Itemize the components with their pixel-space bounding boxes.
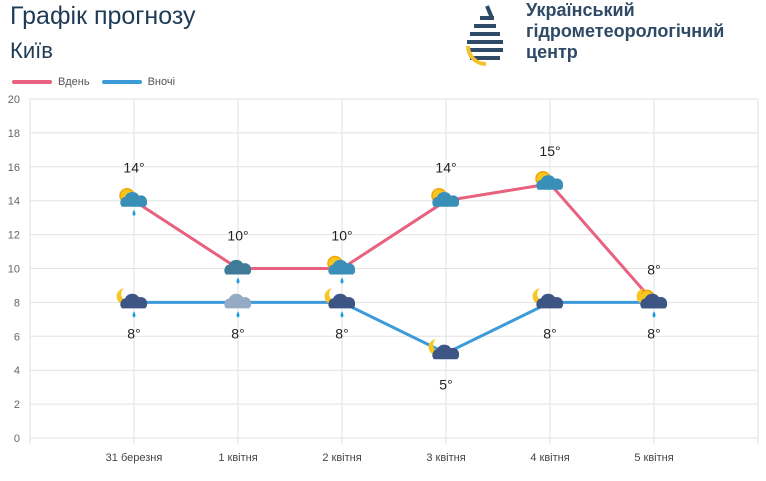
x-tick-label: 5 квітня xyxy=(634,452,673,464)
data-label: 8° xyxy=(647,325,660,341)
moon-shape xyxy=(116,288,132,305)
cloud-shape xyxy=(120,192,148,207)
cloud-shape xyxy=(224,293,252,309)
org-line: центр xyxy=(526,42,578,62)
cloud-shape xyxy=(536,175,564,190)
y-tick-label: 16 xyxy=(8,162,20,174)
x-tick-label: 4 квітня xyxy=(530,452,569,464)
cloud-shape xyxy=(328,259,356,275)
y-tick-label: 10 xyxy=(8,264,20,276)
data-label: 10° xyxy=(331,228,352,244)
raindrop-shape xyxy=(236,311,240,318)
y-tick-label: 8 xyxy=(14,297,20,309)
cloud-shape xyxy=(120,293,148,309)
raindrop-shape xyxy=(340,277,344,284)
x-tick-label: 3 квітня xyxy=(426,452,465,464)
moon-shape xyxy=(324,288,340,305)
x-tick-label: 2 квітня xyxy=(322,452,361,464)
cloud-rain-icon xyxy=(224,293,252,318)
page-title: Графік прогнозу xyxy=(10,2,196,30)
org-name: Український гідрометеорологічний центр xyxy=(526,0,724,63)
sun-cloud-rain-icon xyxy=(119,187,148,216)
legend: Вдень Вночі xyxy=(12,76,175,88)
org-line: гідрометеорологічний xyxy=(526,21,725,41)
moon-cloud-rain-icon xyxy=(636,288,668,318)
data-label: 8° xyxy=(335,325,348,341)
data-label: 10° xyxy=(227,228,248,244)
y-tick-label: 12 xyxy=(8,230,20,242)
y-tick-label: 6 xyxy=(14,331,20,343)
moon-shape xyxy=(636,288,652,305)
sun-cloud-rain-icon xyxy=(327,255,356,284)
data-label: 8° xyxy=(543,325,556,341)
moon-cloud-icon xyxy=(428,339,460,360)
y-tick-label: 18 xyxy=(8,128,20,140)
cloud-shape xyxy=(432,344,460,360)
cloud-shape xyxy=(536,293,564,309)
moon-shape xyxy=(532,288,548,305)
moon-cloud-rain-icon xyxy=(324,288,356,318)
cloud-shape xyxy=(640,293,668,309)
sun-cloud-icon xyxy=(535,171,564,190)
cloud-shape xyxy=(224,259,252,275)
data-label: 8° xyxy=(647,261,660,277)
moon-cloud-rain-icon xyxy=(116,288,148,318)
y-tick-label: 0 xyxy=(14,433,20,445)
data-label: 15° xyxy=(539,143,560,159)
cloud-rain-icon xyxy=(224,259,252,284)
raindrop-shape xyxy=(340,311,344,318)
y-tick-label: 20 xyxy=(8,94,20,106)
y-tick-label: 14 xyxy=(8,196,20,208)
legend-night-swatch[interactable] xyxy=(101,80,142,84)
data-label: 8° xyxy=(127,325,140,341)
data-label: 5° xyxy=(439,376,452,392)
raindrop-shape xyxy=(236,277,240,284)
cloud-shape xyxy=(432,192,460,207)
x-tick-label: 1 квітня xyxy=(218,452,257,464)
cloud-shape xyxy=(328,293,356,309)
y-tick-label: 2 xyxy=(14,399,20,411)
logo-icon xyxy=(466,5,503,66)
org-line: Український xyxy=(526,0,635,20)
y-tick-label: 4 xyxy=(14,365,20,377)
x-tick-label: 31 березня xyxy=(106,452,163,464)
sun-cloud-icon xyxy=(431,187,460,207)
data-label: 14° xyxy=(435,160,456,176)
data-label: 14° xyxy=(123,160,144,176)
series-line-night xyxy=(134,300,654,355)
legend-night-label[interactable]: Вночі xyxy=(147,76,176,88)
data-label: 8° xyxy=(231,325,244,341)
moon-cloud-icon xyxy=(532,288,564,309)
raindrop-shape xyxy=(652,311,656,318)
raindrop-shape xyxy=(132,311,136,318)
legend-day-label[interactable]: Вдень xyxy=(58,76,90,88)
city-name: Київ xyxy=(10,38,53,63)
series-line-day xyxy=(133,182,656,304)
raindrop-shape xyxy=(132,209,136,216)
legend-day-swatch[interactable] xyxy=(12,80,52,84)
moon-shape xyxy=(428,339,444,356)
